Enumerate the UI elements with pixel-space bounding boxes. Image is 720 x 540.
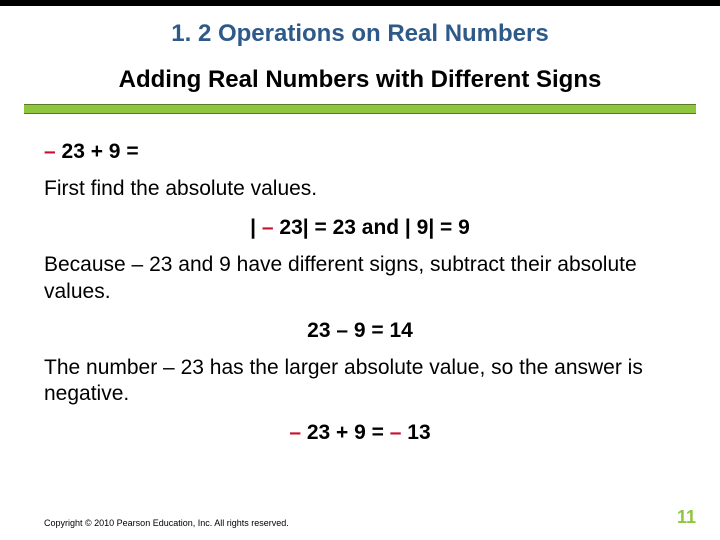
top-bar bbox=[0, 0, 720, 6]
step-2-text: Because – 23 and 9 have different signs,… bbox=[44, 252, 676, 305]
abs-p3: 23| = 23 and | 9| = 9 bbox=[279, 216, 469, 239]
final-minus-1: – bbox=[289, 421, 307, 444]
copyright-text: Copyright © 2010 Pearson Education, Inc.… bbox=[44, 518, 289, 528]
slide-subtitle: Adding Real Numbers with Different Signs bbox=[0, 66, 720, 94]
absolute-values-line: | – 23| = 23 and | 9| = 9 bbox=[44, 216, 676, 240]
problem-expression: – 23 + 9 = bbox=[44, 140, 676, 164]
divider-rule bbox=[24, 104, 696, 114]
abs-minus: – bbox=[262, 216, 280, 239]
final-minus-2: – bbox=[390, 421, 408, 444]
page-number: 11 bbox=[677, 507, 696, 528]
footer: Copyright © 2010 Pearson Education, Inc.… bbox=[44, 507, 696, 528]
divider-rule-wrap bbox=[0, 104, 720, 114]
final-p4: 13 bbox=[407, 421, 430, 444]
step-1-text: First find the absolute values. bbox=[44, 176, 676, 202]
abs-p1: | bbox=[250, 216, 262, 239]
minus-sign: – bbox=[44, 140, 62, 163]
slide-title: 1. 2 Operations on Real Numbers bbox=[0, 20, 720, 48]
problem-text: 23 + 9 = bbox=[62, 140, 139, 163]
step-3-text: The number – 23 has the larger absolute … bbox=[44, 355, 676, 408]
final-p2: 23 + 9 = bbox=[307, 421, 390, 444]
final-answer: – 23 + 9 = – 13 bbox=[44, 421, 676, 445]
subtraction-line: 23 – 9 = 14 bbox=[44, 319, 676, 343]
content-area: – 23 + 9 = First find the absolute value… bbox=[0, 140, 720, 445]
